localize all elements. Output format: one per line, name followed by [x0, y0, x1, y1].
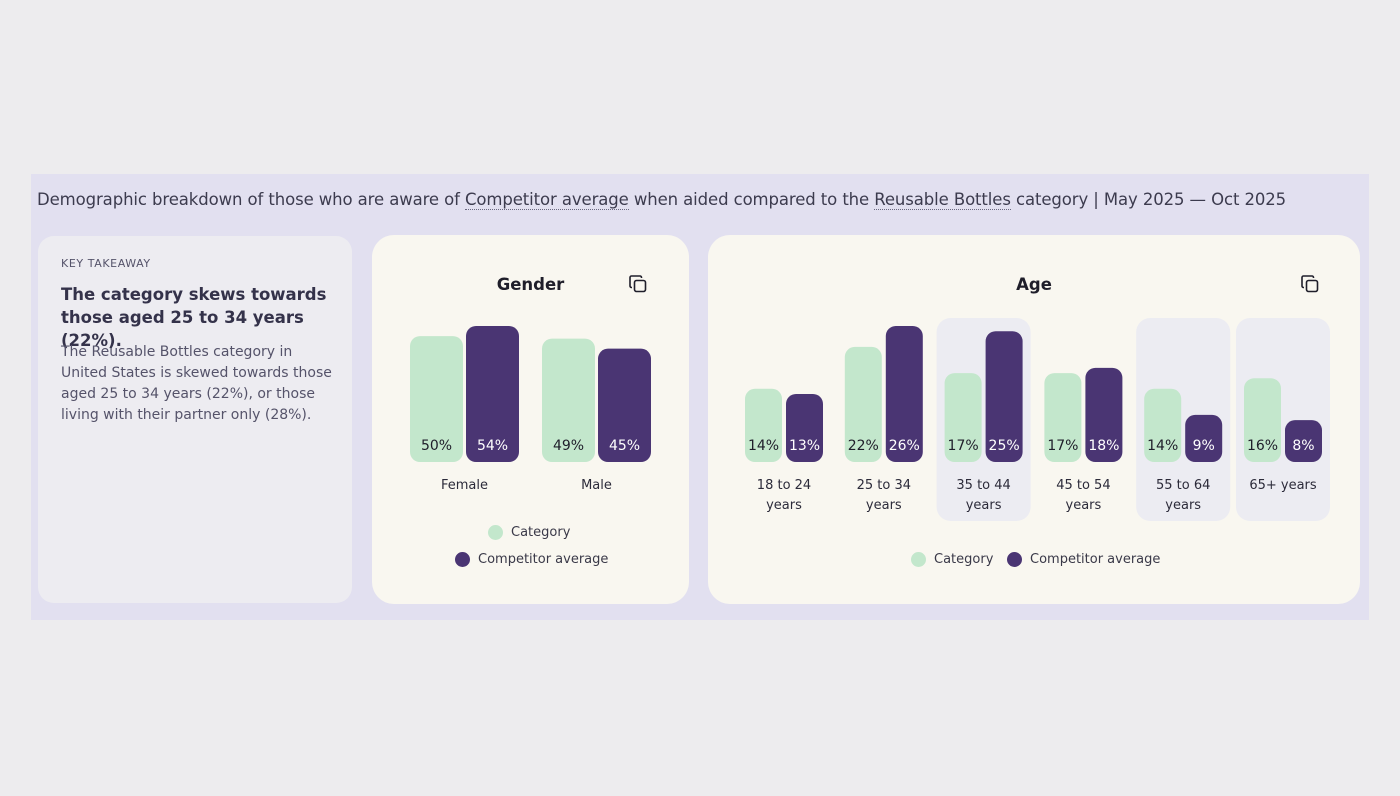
- category-tick-label: 45 to 54: [1056, 478, 1110, 493]
- bar-value-label: 16%: [1247, 438, 1278, 454]
- category-tick-label: Female: [441, 478, 488, 493]
- bar-value-label: 22%: [848, 438, 879, 454]
- takeaway-kicker: KEY TAKEAWAY: [61, 257, 151, 270]
- category-tick-label: years: [966, 498, 1002, 513]
- bar-category[interactable]: [944, 373, 982, 462]
- panel-heading: Demographic breakdown of those who are a…: [37, 190, 1357, 210]
- category-tick-label: years: [866, 498, 902, 513]
- legend-competitor: Competitor average: [1007, 552, 1160, 567]
- category-tick-label: 35 to 44: [956, 478, 1010, 493]
- bar-value-label: 50%: [421, 438, 452, 454]
- age-bar-plot: 14% 13% 18 to 24 years 22% 26% 25 to 34 years 17…: [745, 318, 1330, 521]
- bar-competitor[interactable]: [885, 326, 923, 462]
- legend-category-label: Category: [511, 525, 571, 540]
- legend-category-swatch: [488, 525, 503, 540]
- age-chart-card: Age 14% 13% 18 to 24 years 22% 26% 25 to 34 yea…: [708, 235, 1360, 604]
- bar-value-label: 54%: [477, 438, 508, 454]
- highlight-band: [1136, 318, 1231, 521]
- legend-category-label: Category: [934, 552, 994, 567]
- bar-category[interactable]: [1044, 373, 1082, 462]
- demographics-panel: Demographic breakdown of those who are a…: [31, 174, 1369, 620]
- bar-competitor[interactable]: [1185, 414, 1223, 462]
- bar-value-label: 9%: [1193, 438, 1215, 454]
- bar-category[interactable]: [745, 388, 782, 462]
- bar-value-label: 17%: [948, 438, 979, 454]
- highlight-band: [1236, 318, 1330, 521]
- legend-competitor-label: Competitor average: [478, 552, 609, 567]
- bar-category[interactable]: [1144, 388, 1182, 462]
- category-tick-label: 18 to 24: [757, 478, 811, 493]
- gender-chart-card: Gender 50% 54% Female 49% 45% Male Category C…: [372, 235, 689, 604]
- bar-competitor[interactable]: [598, 348, 651, 462]
- category-tick-label: 25 to 34: [857, 478, 911, 493]
- age-chart-title: Age: [1016, 275, 1052, 294]
- bar-competitor[interactable]: [466, 326, 519, 462]
- copy-icon[interactable]: [1300, 274, 1320, 294]
- category-tick-label: years: [766, 498, 802, 513]
- category-tick-label: 65+ years: [1249, 478, 1317, 493]
- category-tick-label: years: [1165, 498, 1201, 513]
- bar-value-label: 14%: [748, 438, 779, 454]
- bar-category[interactable]: [844, 346, 882, 462]
- category-tick-label: 55 to 64: [1156, 478, 1210, 493]
- bar-competitor[interactable]: [786, 394, 823, 462]
- legend-competitor-swatch: [455, 552, 470, 567]
- copy-icon[interactable]: [628, 274, 648, 294]
- bar-value-label: 49%: [553, 438, 584, 454]
- bar-competitor[interactable]: [985, 331, 1023, 462]
- bar-value-label: 18%: [1088, 438, 1119, 454]
- bar-category[interactable]: [1244, 378, 1281, 462]
- bar-competitor[interactable]: [1085, 367, 1123, 462]
- bar-value-label: 25%: [989, 438, 1020, 454]
- bar-competitor[interactable]: [1285, 420, 1322, 462]
- brand-link[interactable]: Competitor average: [464, 190, 629, 210]
- bar-category[interactable]: [542, 338, 595, 462]
- takeaway-headline: The category skews towards those aged 25…: [61, 285, 327, 350]
- gender-bar-plot: 50% 54% Female 49% 45% Male: [410, 326, 651, 493]
- legend-competitor-swatch: [1007, 552, 1022, 567]
- bar-value-label: 14%: [1147, 438, 1178, 454]
- heading-suffix: category | May 2025 — Oct 2025: [1010, 190, 1287, 209]
- bar-value-label: 26%: [889, 438, 920, 454]
- bar-value-label: 45%: [609, 438, 640, 454]
- takeaway-body: The Reusable Bottles category in United …: [61, 344, 332, 423]
- bar-value-label: 17%: [1047, 438, 1078, 454]
- bar-value-label: 13%: [789, 438, 820, 454]
- legend-category: Category: [488, 525, 570, 540]
- gender-chart-title: Gender: [496, 275, 565, 294]
- bar-category[interactable]: [410, 336, 463, 462]
- bar-value-label: 8%: [1292, 438, 1314, 454]
- category-tick-label: years: [1066, 498, 1102, 513]
- legend-competitor: Competitor average: [455, 552, 608, 567]
- legend-competitor-label: Competitor average: [1030, 552, 1161, 567]
- heading-prefix: Demographic breakdown of those who are a…: [37, 190, 465, 209]
- heading-middle: when aided compared to the: [628, 190, 875, 209]
- category-link[interactable]: Reusable Bottles: [874, 190, 1011, 210]
- key-takeaway-card: KEY TAKEAWAY The category skews towards …: [38, 236, 352, 603]
- legend-category-swatch: [911, 552, 926, 567]
- category-tick-label: Male: [581, 478, 612, 493]
- legend-category: Category: [911, 552, 993, 567]
